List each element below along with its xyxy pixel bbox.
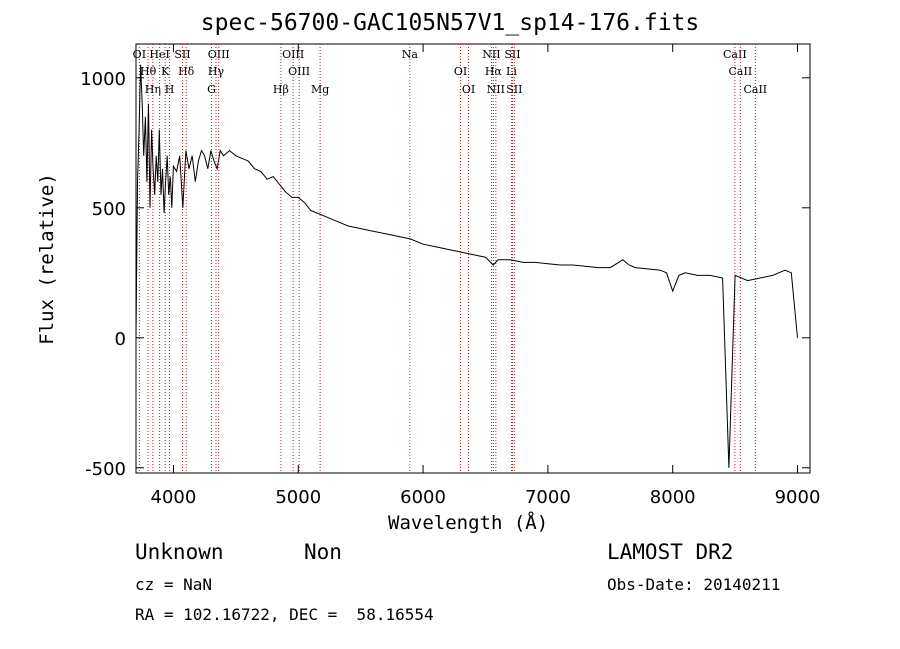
line-marker-label: OIII xyxy=(208,48,230,61)
x-axis-label: Wavelength (Å) xyxy=(388,512,549,534)
plot-frame xyxy=(135,43,811,474)
class-label: Unknown xyxy=(135,540,224,564)
line-marker-label: OI xyxy=(462,83,475,96)
survey-label: LAMOST DR2 xyxy=(607,540,734,564)
line-marker-label: Hη xyxy=(145,83,161,96)
y-tick-label: 0 xyxy=(115,329,126,350)
line-marker-label: OIII xyxy=(288,65,310,78)
y-tick-label: 1000 xyxy=(80,69,126,90)
line-marker-label: SII xyxy=(174,48,190,61)
obs-date: Obs-Date: 20140211 xyxy=(607,575,781,594)
line-marker-label: K xyxy=(161,65,170,78)
subclass-label: Non xyxy=(304,540,342,564)
x-tick-label: 5000 xyxy=(275,487,321,508)
x-tick-label: 4000 xyxy=(151,487,197,508)
line-marker-label: CaII xyxy=(729,65,753,78)
line-marker-label: SII xyxy=(506,83,522,96)
line-marker-label: Na xyxy=(402,48,419,61)
x-tick-label: 8000 xyxy=(650,487,696,508)
line-marker-label: OI xyxy=(133,48,146,61)
cz-value: cz = NaN xyxy=(135,575,213,594)
line-marker-label: NII xyxy=(487,83,505,96)
line-marker-label: NII xyxy=(482,48,500,61)
y-axis-label: Flux (relative) xyxy=(36,173,58,345)
line-marker-label: SII xyxy=(504,48,520,61)
line-marker-label: Hα xyxy=(485,65,503,78)
line-marker-label: Hγ xyxy=(208,65,225,78)
y-tick-label: 500 xyxy=(92,199,126,220)
x-tick-label: 7000 xyxy=(525,487,571,508)
line-marker-label: Hθ xyxy=(140,65,157,78)
spectrum-line xyxy=(135,64,798,468)
x-tick-label: 9000 xyxy=(775,487,821,508)
line-marker-label: H xyxy=(165,83,175,96)
line-marker-label: HeI xyxy=(149,48,169,61)
line-marker-label: Hδ xyxy=(178,65,195,78)
line-marker-label: OIII xyxy=(282,48,304,61)
chart-title: spec-56700-GAC105N57V1_sp14-176.fits xyxy=(200,10,700,36)
coordinates: RA = 102.16722, DEC = 58.16554 xyxy=(135,605,434,624)
line-marker-label: CaII xyxy=(723,48,747,61)
line-marker-label: CaII xyxy=(743,83,767,96)
x-tick-label: 6000 xyxy=(400,487,446,508)
line-marker-label: G xyxy=(207,83,216,96)
line-marker-label: OI xyxy=(454,65,467,78)
y-tick-label: -500 xyxy=(85,459,126,480)
line-marker-label: Hβ xyxy=(273,83,289,96)
line-marker-label: Mg xyxy=(311,83,329,96)
line-marker-label: Li xyxy=(506,65,517,78)
